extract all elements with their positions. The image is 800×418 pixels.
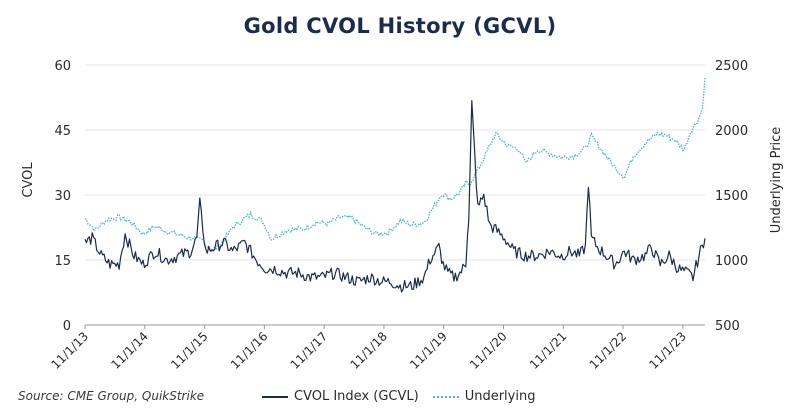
series-layer xyxy=(84,77,706,293)
x-tick-label: 11/1/17 xyxy=(288,329,331,372)
legend-swatch-underlying xyxy=(432,395,459,398)
x-tick-label: 11/1/16 xyxy=(228,329,271,372)
legend-label-underlying: Underlying xyxy=(464,389,536,404)
x-tick-label: 11/1/19 xyxy=(407,329,450,372)
series-line-cvol xyxy=(84,100,706,293)
y-tick-label-left: 30 xyxy=(54,189,71,204)
y-tick-label-right: 500 xyxy=(715,319,740,334)
y-tick-label-left: 45 xyxy=(54,124,71,139)
y-tick-label-left: 15 xyxy=(54,254,71,269)
y-axis-label-right: Underlying Price xyxy=(769,127,784,234)
x-tick-label: 11/1/13 xyxy=(49,329,92,372)
x-tick-label: 11/1/22 xyxy=(587,329,630,372)
y-tick-label-left: 0 xyxy=(63,319,71,334)
y-tick-label-left: 60 xyxy=(54,59,71,74)
y-tick-label-right: 2000 xyxy=(715,124,748,139)
legend-item-underlying: Underlying xyxy=(432,389,536,404)
source-note: Source: CME Group, QuikStrike xyxy=(18,389,205,403)
legend-label-cvol: CVOL Index (GCVL) xyxy=(294,389,419,404)
chart-title: Gold CVOL History (GCVL) xyxy=(243,14,557,38)
y-tick-label-right: 2500 xyxy=(715,59,748,74)
legend: CVOL Index (GCVL) Underlying xyxy=(262,389,549,404)
x-tick-label: 11/1/15 xyxy=(168,329,211,372)
x-tick-label: 11/1/14 xyxy=(108,329,151,372)
x-tick-label: 11/1/20 xyxy=(467,329,510,372)
legend-item-cvol: CVOL Index (GCVL) xyxy=(262,389,419,404)
y-axis-label-left: CVOL xyxy=(21,162,36,198)
y-tick-label-right: 1500 xyxy=(715,189,748,204)
x-tick-label: 11/1/21 xyxy=(527,329,570,372)
x-tick-label: 11/1/18 xyxy=(347,329,390,372)
x-tick-label: 11/1/23 xyxy=(646,329,689,372)
series-line-underlying xyxy=(84,77,706,253)
gridlines xyxy=(85,64,705,326)
legend-swatch-cvol xyxy=(262,395,288,398)
y-tick-label-right: 1000 xyxy=(715,254,748,269)
